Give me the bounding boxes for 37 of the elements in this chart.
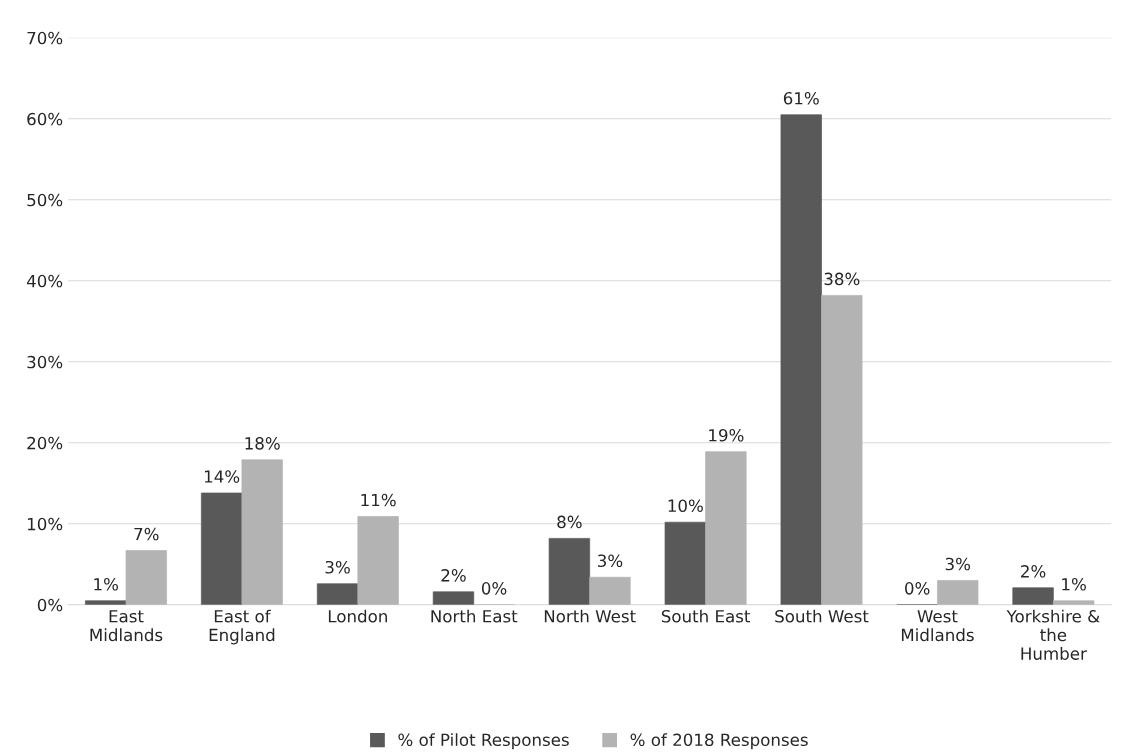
x-tick-label: London xyxy=(328,609,387,623)
data-label: 10% xyxy=(668,499,703,513)
x-tick-label: South West xyxy=(775,609,869,623)
data-label: 1% xyxy=(1062,577,1086,591)
x-tick-label: East Midlands xyxy=(90,610,163,642)
data-label: 3% xyxy=(598,554,623,568)
data-label: 1% xyxy=(94,577,119,591)
y-tick-label: 20% xyxy=(27,436,63,450)
y-tick-label: 50% xyxy=(27,193,63,207)
x-tick-label: North East xyxy=(431,609,518,623)
data-label: 61% xyxy=(783,91,819,105)
data-label: 2% xyxy=(1021,565,1046,578)
data-label: 18% xyxy=(245,437,280,450)
y-tick-label: 30% xyxy=(27,355,63,369)
data-label: 14% xyxy=(204,470,240,483)
data-label: 38% xyxy=(824,272,860,286)
data-label: 11% xyxy=(361,493,396,507)
legend-label: % of 2018 Responses xyxy=(630,733,808,750)
x-tick-label: West Midlands xyxy=(901,610,974,642)
y-tick-label: 60% xyxy=(27,112,63,126)
data-label: 7% xyxy=(134,527,159,541)
x-tick-label: South East xyxy=(661,609,751,623)
data-label: 2% xyxy=(441,569,466,582)
data-label: 19% xyxy=(709,428,744,442)
y-tick-label: 0% xyxy=(37,598,63,612)
y-tick-label: 70% xyxy=(27,31,63,45)
x-tick-label: North West xyxy=(544,609,636,623)
data-label: 8% xyxy=(557,515,582,529)
data-label: 3% xyxy=(945,557,971,571)
y-tick-label: 10% xyxy=(27,517,63,531)
x-tick-label: East of England xyxy=(209,609,275,645)
data-label: 0% xyxy=(905,582,930,595)
y-tick-label: 40% xyxy=(26,274,63,288)
legend-label: % of Pilot Responses xyxy=(398,733,569,750)
x-tick-label: Yorkshire & the Humber xyxy=(1006,609,1100,660)
data-label: 0% xyxy=(481,582,507,595)
data-label: 3% xyxy=(325,560,350,574)
